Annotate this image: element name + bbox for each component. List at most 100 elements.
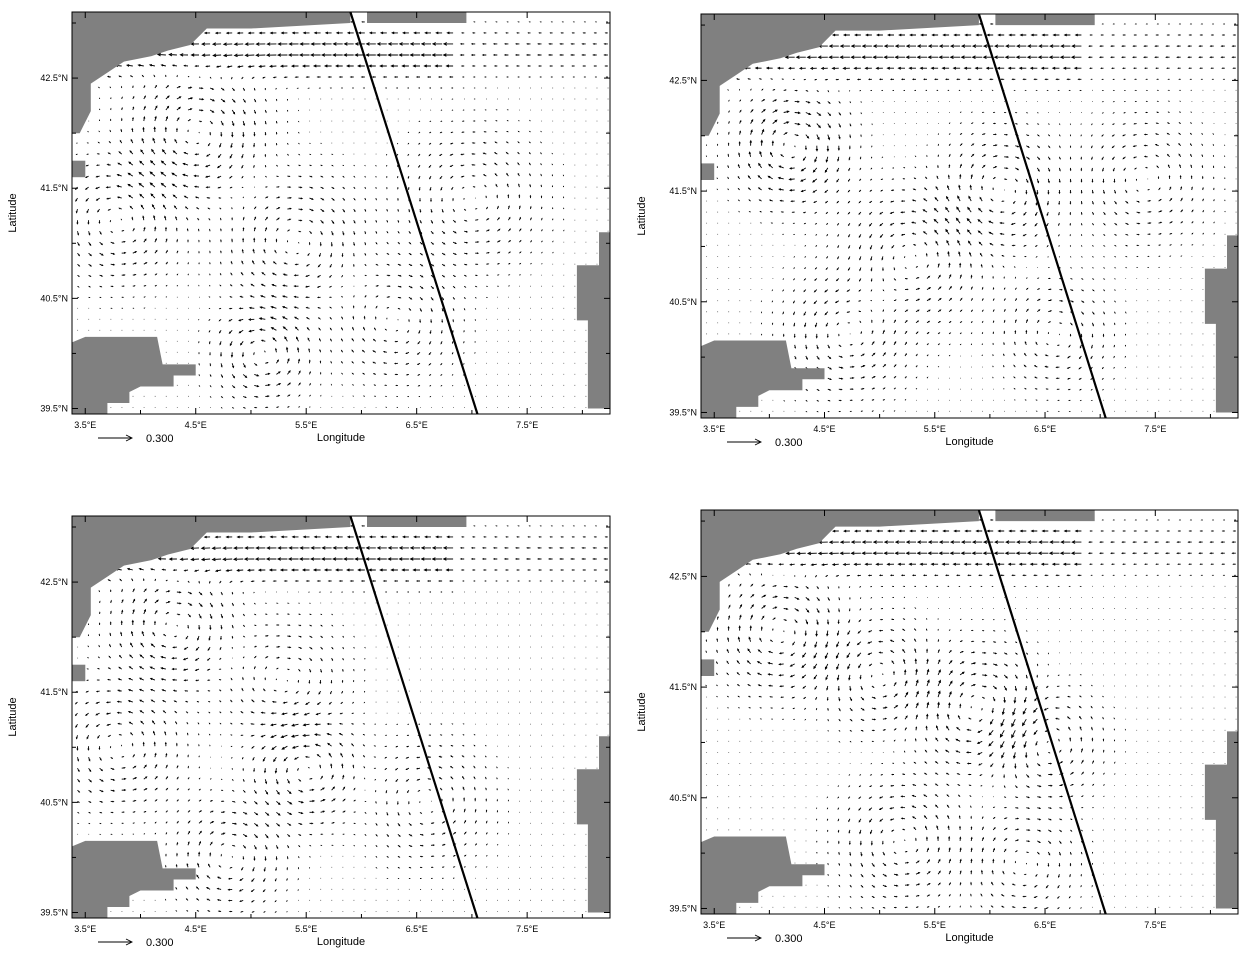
vector-arrow — [805, 123, 812, 127]
vector-arrow — [254, 406, 258, 409]
vector-arrow — [239, 580, 244, 583]
vector-arrow — [860, 145, 862, 149]
vector-arrow — [266, 546, 277, 550]
vector-arrow — [154, 821, 157, 824]
land-mask — [701, 14, 979, 136]
vector-arrow — [365, 546, 376, 550]
vector-arrow — [814, 278, 818, 281]
vector-arrow — [440, 362, 443, 366]
vector-arrow — [514, 53, 520, 56]
vector-arrow — [397, 263, 402, 266]
vector-arrow — [1144, 34, 1148, 36]
vector-arrow — [1070, 289, 1074, 291]
velocity-vectors — [705, 519, 1237, 910]
vector-arrow — [482, 152, 487, 155]
vector-arrow — [791, 211, 795, 214]
vector-arrow — [332, 557, 343, 561]
vector-arrow — [1178, 132, 1181, 135]
vector-arrow — [341, 305, 344, 309]
vector-arrow — [387, 546, 398, 550]
vector-arrow — [1102, 388, 1104, 391]
vector-arrow — [915, 320, 920, 324]
vector-arrow — [320, 371, 322, 375]
vector-arrow — [308, 680, 311, 685]
vector-arrow — [978, 78, 983, 81]
vector-arrow — [1045, 907, 1049, 910]
vector-arrow — [418, 175, 421, 180]
vector-arrow — [363, 765, 366, 769]
vector-arrow — [95, 690, 100, 693]
track-line — [349, 515, 479, 919]
vector-arrow — [393, 362, 398, 365]
vector-arrow — [1019, 33, 1027, 37]
vector-arrow — [812, 189, 818, 193]
vector-arrow — [172, 569, 177, 572]
vector-arrow — [1003, 319, 1006, 323]
vector-arrow — [427, 745, 432, 747]
vector-arrow — [231, 396, 236, 399]
vector-arrow — [859, 256, 862, 261]
vector-arrow — [859, 156, 862, 160]
vector-arrow — [461, 186, 465, 189]
vector-arrow — [172, 194, 178, 199]
vector-arrow — [948, 297, 953, 302]
vector-arrow — [892, 256, 895, 260]
vector-arrow — [187, 118, 191, 122]
vector-arrow — [1155, 133, 1159, 136]
vector-arrow — [948, 274, 952, 279]
vector-arrow — [1103, 278, 1106, 280]
vector-arrow — [893, 330, 896, 335]
vector-arrow — [132, 95, 135, 100]
vector-arrow — [341, 690, 344, 694]
vector-arrow — [452, 208, 455, 213]
vector-arrow — [227, 877, 233, 880]
vector-arrow — [471, 569, 476, 571]
vector-arrow — [776, 66, 784, 70]
vector-arrow — [926, 298, 932, 302]
vector-arrow — [242, 768, 244, 772]
vector-arrow — [165, 764, 168, 769]
vector-arrow — [1058, 178, 1061, 183]
vector-arrow — [540, 152, 542, 155]
vector-arrow — [435, 535, 443, 539]
vector-arrow — [767, 187, 773, 191]
vector-arrow — [187, 743, 189, 747]
vector-arrow — [547, 53, 553, 56]
vector-arrow — [805, 112, 812, 116]
vector-arrow — [384, 767, 388, 771]
vector-arrow — [1059, 322, 1063, 324]
vector-arrow — [882, 289, 885, 292]
x-tick-label: 7.5°E — [1144, 424, 1166, 434]
vector-arrow — [1058, 234, 1060, 237]
reference-vector-arrow — [98, 938, 134, 946]
vector-arrow — [187, 830, 191, 835]
vector-arrow — [132, 598, 136, 604]
vector-arrow — [209, 613, 213, 620]
vector-arrow — [219, 272, 222, 276]
vector-arrow — [794, 355, 797, 360]
vector-arrow — [439, 175, 443, 180]
vector-arrow — [408, 241, 412, 245]
vector-arrow — [957, 195, 961, 202]
vector-arrow — [1187, 56, 1192, 59]
vector-arrow — [207, 646, 211, 651]
vector-arrow — [530, 262, 532, 265]
vector-arrow — [296, 346, 300, 353]
vector-arrow — [320, 613, 323, 615]
vector-arrow — [186, 909, 189, 912]
vector-arrow — [187, 776, 190, 780]
vector-arrow — [893, 309, 897, 313]
vector-arrow — [160, 182, 167, 188]
vector-arrow — [208, 341, 211, 345]
vector-arrow — [117, 689, 122, 692]
velocity-vectors — [74, 21, 609, 409]
vector-arrow — [571, 569, 575, 571]
vector-arrow — [880, 189, 884, 192]
vector-arrow — [264, 143, 267, 147]
vector-arrow — [871, 364, 876, 368]
vector-arrow — [451, 352, 454, 355]
vector-arrow — [231, 778, 234, 782]
vector-arrow — [485, 809, 488, 813]
vector-arrow — [526, 546, 531, 549]
vector-arrow — [795, 55, 806, 60]
